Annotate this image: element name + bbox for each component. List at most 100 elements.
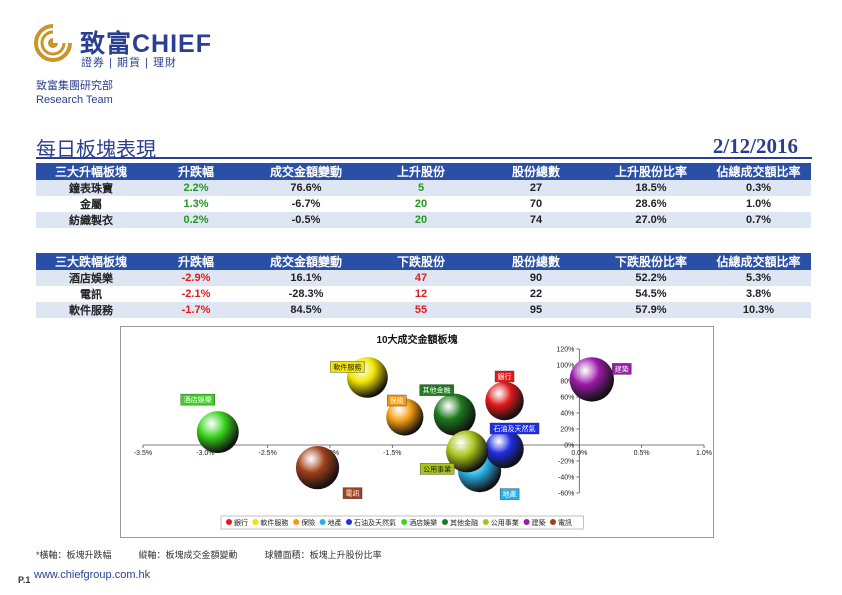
table-row: 金屬 1.3% -6.7% 20 70 28.6% 1.0% xyxy=(36,196,811,212)
table-header-row: 三大跌幅板塊 升跌幅 成交金額變動 下跌股份 股份總數 下跌股份比率 佔總成交額… xyxy=(36,253,811,270)
bubble-2 xyxy=(386,398,424,436)
col-header: 三大跌幅板塊 xyxy=(36,253,146,270)
x-tick-label: 0.0% xyxy=(571,450,587,457)
legend-entry: 其他金融 xyxy=(450,518,478,527)
legend-entry: 酒店娛樂 xyxy=(409,518,437,527)
falling-count-cell: 12 xyxy=(414,288,428,300)
bubble-label-box xyxy=(419,463,455,475)
legend-swatch xyxy=(319,519,326,525)
sector-name: 軟件服務 xyxy=(36,302,146,318)
company-logo: 致富CHIEF 證券 | 期貨 | 理財 xyxy=(34,22,244,72)
legend-swatch xyxy=(401,519,408,525)
bubble-chart-panel: 10大成交金額板塊-3.5%-3.0%-2.5%-2.0%-1.5%-1.0%0… xyxy=(120,326,714,538)
logo-name: 致富CHIEF xyxy=(80,30,213,58)
page-number: P.1 xyxy=(18,575,31,585)
col-header: 下跌股份比率 xyxy=(596,253,706,270)
y-tick-label: 40% xyxy=(560,411,574,418)
bubble-label: 銀行 xyxy=(498,372,512,381)
legend-swatch xyxy=(442,519,448,525)
bubble-label-box xyxy=(180,393,215,406)
bubble-label: 公用事業 xyxy=(423,464,451,473)
share-cell: 10.3% xyxy=(706,302,811,318)
turnover-change-cell: -28.3% xyxy=(288,288,324,300)
col-header: 升跌幅 xyxy=(146,253,246,270)
bubble-label-box xyxy=(419,384,454,396)
table-row: 電訊 -2.1% -28.3% 12 22 54.5% 3.8% xyxy=(36,286,811,302)
ratio-cell: 54.5% xyxy=(635,288,667,300)
rising-count-cell: 20 xyxy=(366,212,476,228)
bubble-4 xyxy=(485,429,524,469)
bubble-label-box xyxy=(499,488,520,500)
sector-name: 酒店娛樂 xyxy=(36,270,146,286)
turnover-change-cell: 76.6% xyxy=(246,180,366,196)
turnover-change-cell: 16.1% xyxy=(246,270,366,286)
bubble-8 xyxy=(569,357,614,402)
table-row: 軟件服務 -1.7% 84.5% 55 95 57.9% 10.3% xyxy=(36,302,811,318)
department-en: Research Team xyxy=(36,94,113,106)
bubble-chart: 10大成交金額板塊-3.5%-3.0%-2.5%-2.0%-1.5%-1.0%0… xyxy=(134,333,712,530)
bubble-label-box xyxy=(489,422,540,435)
bubble-label-box xyxy=(330,361,365,373)
top-losers-table: 三大跌幅板塊 升跌幅 成交金額變動 下跌股份 股份總數 下跌股份比率 佔總成交額… xyxy=(36,253,811,318)
total-count-cell: 90 xyxy=(476,270,596,286)
bubble-5 xyxy=(196,411,239,454)
legend-swatch xyxy=(346,519,352,525)
col-header: 上升股份 xyxy=(366,163,476,180)
legend-entry: 公用事業 xyxy=(491,518,519,527)
sector-name: 電訊 xyxy=(80,289,102,301)
col-header: 上升股份比率 xyxy=(596,163,706,180)
legend-swatch xyxy=(482,519,489,525)
change-cell: 0.2% xyxy=(146,212,246,228)
website-link[interactable]: www.chiefgroup.com.hk xyxy=(34,569,151,581)
share-cell: 5.3% xyxy=(706,270,811,286)
bubble-label-box xyxy=(612,363,632,375)
sector-name: 紡織製衣 xyxy=(36,212,146,228)
legend-entry: 地產 xyxy=(328,518,342,527)
y-tick-label: 20% xyxy=(560,427,574,434)
ratio-cell: 57.9% xyxy=(596,302,706,318)
share-cell: 0.3% xyxy=(706,180,811,196)
legend-swatch xyxy=(293,519,300,525)
x-tick-label: -2.5% xyxy=(259,450,277,457)
total-count-cell: 27 xyxy=(476,180,596,196)
sector-name: 鐘表珠寶 xyxy=(36,180,146,196)
y-tick-label: 60% xyxy=(560,395,574,402)
top-gainers-table: 三大升幅板塊 升跌幅 成交金額變動 上升股份 股份總數 上升股份比率 佔總成交額… xyxy=(36,163,811,228)
col-header: 三大升幅板塊 xyxy=(36,163,146,180)
x-tick-label: -1.5% xyxy=(383,450,401,457)
y-tick-label: 120% xyxy=(556,347,574,354)
y-tick-label: 0% xyxy=(564,443,574,450)
bubble-label: 保險 xyxy=(390,396,404,405)
chart-title: 10大成交金額板塊 xyxy=(376,333,457,346)
ratio-cell: 28.6% xyxy=(635,198,667,210)
chart-footnote: *橫軸：板塊升跌幅 縱軸：板塊成交金額變動 球體面積：板塊上升股份比率 xyxy=(36,548,382,561)
legend-swatch xyxy=(252,519,259,525)
footnote-x-axis: *橫軸：板塊升跌幅 xyxy=(36,550,112,560)
ratio-cell: 27.0% xyxy=(596,212,706,228)
title-divider xyxy=(36,157,812,159)
bubble-label: 其他金融 xyxy=(423,386,451,395)
department: 致富集團研究部 Research Team xyxy=(36,79,113,107)
falling-count-cell: 47 xyxy=(366,270,476,286)
ratio-cell: 18.5% xyxy=(596,180,706,196)
department-cn: 致富集團研究部 xyxy=(36,80,113,92)
bubble-9 xyxy=(295,446,340,490)
change-cell: 2.2% xyxy=(146,180,246,196)
bubble-label: 石油及天然氣 xyxy=(494,424,536,433)
total-count-cell: 74 xyxy=(476,212,596,228)
col-header: 成交金額變動 xyxy=(246,163,366,180)
change-cell: -2.1% xyxy=(181,288,211,300)
bubble-label: 電訊 xyxy=(346,489,360,498)
legend-entry: 建築 xyxy=(532,518,546,527)
bubble-label-box xyxy=(494,370,515,383)
rising-count-cell: 5 xyxy=(366,180,476,196)
bubble-6 xyxy=(433,393,476,436)
col-header: 股份總數 xyxy=(476,253,596,270)
report-date: 2/12/2016 xyxy=(712,134,798,158)
legend-frame xyxy=(220,515,584,530)
total-count-cell: 22 xyxy=(529,288,543,300)
falling-count-cell: 55 xyxy=(366,302,476,318)
col-header: 佔總成交額比率 xyxy=(706,163,811,180)
col-header: 下跌股份 xyxy=(366,253,476,270)
bubble-label: 地產 xyxy=(503,490,517,499)
